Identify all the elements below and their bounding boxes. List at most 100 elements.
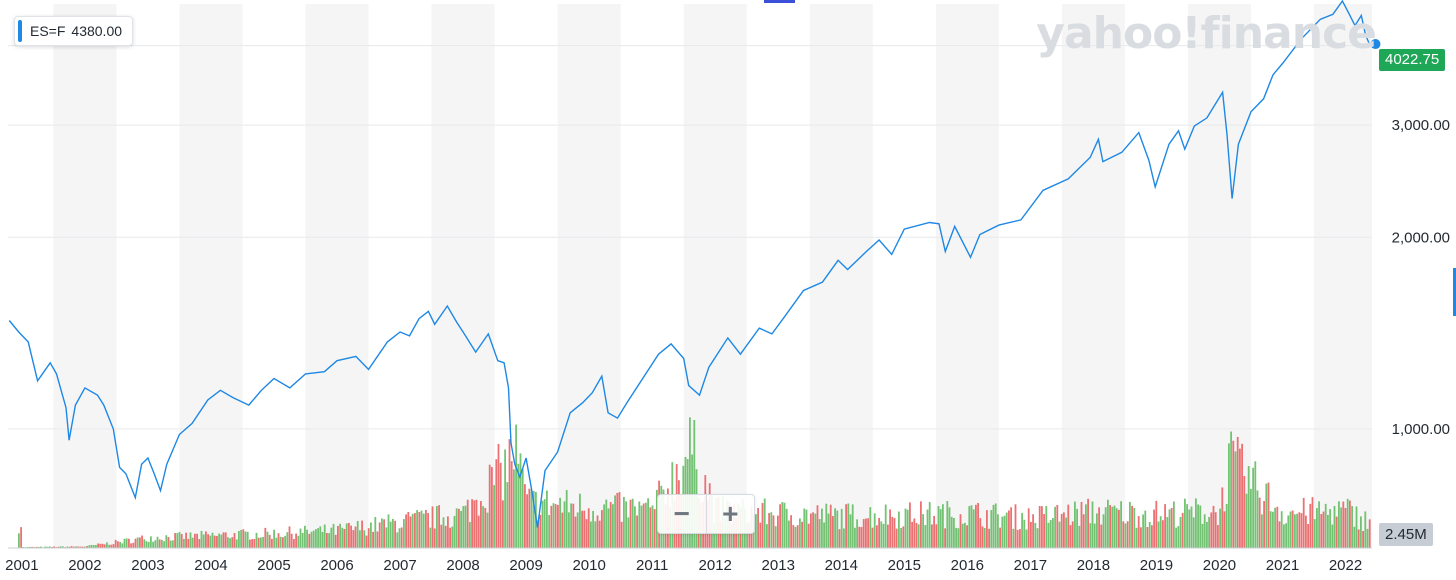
volume-bar xyxy=(1344,508,1347,548)
volume-bar xyxy=(521,469,524,548)
volume-bar xyxy=(1338,501,1340,548)
zoom-out-button[interactable]: − xyxy=(673,498,690,529)
volume-bar xyxy=(1155,500,1158,548)
volume-bar xyxy=(191,537,194,548)
volume-bar xyxy=(405,514,407,548)
volume-bar xyxy=(332,523,335,548)
volume-bar xyxy=(528,488,531,548)
volume-bar xyxy=(101,543,104,548)
volume-bar xyxy=(953,518,955,548)
volume-bar xyxy=(920,501,922,548)
volume-bar xyxy=(1003,515,1006,548)
volume-bar xyxy=(1056,505,1059,548)
volume-bar xyxy=(68,546,71,548)
volume-bar xyxy=(198,539,201,548)
volume-bar xyxy=(359,530,361,548)
volume-bar xyxy=(858,526,861,548)
volume-bar xyxy=(414,513,416,548)
volume-bar xyxy=(1316,508,1318,548)
volume-bar xyxy=(79,546,82,548)
volume-bar xyxy=(961,523,964,548)
volume-bar xyxy=(964,522,966,548)
volume-bar xyxy=(871,527,874,548)
volume-bar xyxy=(1278,521,1281,548)
volume-bar xyxy=(601,510,603,548)
volume-bar xyxy=(557,504,559,548)
volume-bar xyxy=(407,511,410,548)
volume-bar xyxy=(330,527,333,548)
volume-bar xyxy=(293,539,295,548)
volume-bar xyxy=(288,526,291,548)
volume-bar xyxy=(502,500,504,548)
volume-bar xyxy=(326,532,328,548)
volume-bar xyxy=(1159,516,1162,548)
volume-bar xyxy=(821,508,823,548)
volume-bar xyxy=(218,533,220,548)
volume-bar xyxy=(1058,521,1061,548)
volume-bar xyxy=(1019,529,1021,548)
volume-bar xyxy=(134,538,137,548)
volume-bar xyxy=(543,499,546,548)
volume-bar xyxy=(350,525,352,548)
volume-bar xyxy=(70,546,73,548)
volume-bar xyxy=(1368,519,1371,548)
volume-bar xyxy=(768,513,770,548)
volume-bar xyxy=(783,502,786,548)
volume-bar xyxy=(75,546,77,548)
volume-bar xyxy=(297,535,300,548)
symbol-legend[interactable]: ES=F 4380.00 xyxy=(14,16,134,46)
volume-bar xyxy=(343,528,346,548)
volume-bar xyxy=(1322,511,1325,548)
volume-bar xyxy=(1060,513,1063,548)
zoom-in-button[interactable]: + xyxy=(722,498,739,529)
volume-bar xyxy=(1166,517,1169,548)
volume-bar xyxy=(1032,514,1034,548)
volume-bar xyxy=(264,527,267,548)
volume-bar xyxy=(1120,501,1122,548)
volume-bar xyxy=(1025,529,1028,548)
volume-bar xyxy=(893,518,896,548)
volume-bar xyxy=(915,523,918,548)
volume-bar xyxy=(427,513,429,548)
volume-bar xyxy=(286,532,289,548)
volume-bar xyxy=(187,538,190,548)
volume-bar xyxy=(510,461,513,548)
volume-bar xyxy=(605,499,608,548)
volume-bar xyxy=(1269,511,1272,548)
volume-bar xyxy=(174,533,176,548)
volume-bar xyxy=(321,532,324,548)
volume-bar xyxy=(1329,509,1331,548)
volume-bar xyxy=(638,501,641,548)
volume-bar xyxy=(429,527,432,548)
volume-bar xyxy=(1131,505,1133,548)
volume-bar xyxy=(590,521,592,548)
volume-bar xyxy=(262,536,264,548)
volume-bar xyxy=(242,529,245,548)
volume-bar xyxy=(572,503,575,548)
volume-bar xyxy=(649,507,652,548)
volume-bar xyxy=(196,533,198,548)
volume-bar xyxy=(1320,513,1323,548)
volume-bar xyxy=(1243,476,1246,548)
volume-bar xyxy=(411,513,414,548)
volume-bar xyxy=(249,539,251,548)
volume-bar xyxy=(1351,506,1353,548)
volume-bar xyxy=(356,520,359,548)
x-tick-label: 2019 xyxy=(1140,557,1173,574)
volume-bar xyxy=(614,495,616,548)
volume-bar xyxy=(810,513,812,548)
volume-bar xyxy=(988,528,990,548)
volume-bar xyxy=(911,521,913,548)
scroll-handle[interactable] xyxy=(1453,268,1456,316)
volume-bar xyxy=(35,546,38,548)
volume-bar xyxy=(352,530,355,548)
volume-bar xyxy=(1041,506,1043,548)
volume-bar xyxy=(167,537,170,548)
volume-bar xyxy=(312,530,315,548)
x-tick-label: 2012 xyxy=(699,557,732,574)
volume-bar xyxy=(807,523,810,548)
volume-bar xyxy=(1274,507,1276,548)
volume-bar xyxy=(1045,505,1048,548)
volume-bar xyxy=(719,520,722,548)
